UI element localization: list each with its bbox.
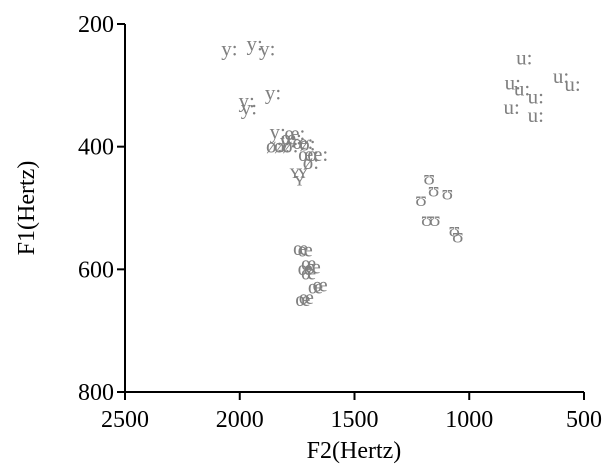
data-point: y: bbox=[265, 81, 281, 105]
data-point: œ: bbox=[281, 125, 302, 149]
data-point: ʊ bbox=[415, 187, 427, 211]
data-point: œ bbox=[299, 285, 314, 309]
data-point: y: bbox=[241, 95, 257, 119]
data-point: ʊ bbox=[421, 207, 433, 231]
x-tick-label: 2500 bbox=[101, 407, 149, 433]
x-tick-label: 2000 bbox=[216, 407, 264, 433]
y-axis-title: F1(Hertz) bbox=[14, 161, 40, 256]
data-point: œ: bbox=[284, 121, 305, 145]
data-point: y: bbox=[259, 37, 275, 61]
data-point: ø: bbox=[303, 150, 319, 174]
data-point: œ bbox=[293, 236, 308, 260]
x-axis-title: F2(Hertz) bbox=[307, 438, 402, 464]
data-point: ʊ bbox=[423, 165, 435, 189]
data-point: œ: bbox=[292, 130, 313, 154]
data-point: ʊ bbox=[442, 181, 454, 205]
data-point: œ bbox=[301, 260, 316, 284]
y-ticks: 200 400 600 800 bbox=[78, 12, 125, 406]
data-point: ø: bbox=[299, 132, 315, 156]
data-point: ʏ bbox=[298, 159, 309, 183]
data-point: œ: bbox=[307, 142, 328, 166]
data-point: u: bbox=[553, 64, 569, 88]
data-point: y: bbox=[280, 129, 296, 153]
data-point: œ bbox=[298, 256, 313, 280]
x-tick-label: 500 bbox=[566, 407, 602, 433]
data-point: y: bbox=[238, 89, 254, 113]
data-point: ʏ bbox=[294, 167, 305, 191]
data-point: œ bbox=[295, 287, 310, 311]
x-tick-label: 1500 bbox=[331, 407, 379, 433]
data-point: u: bbox=[528, 103, 544, 127]
y-tick-label: 800 bbox=[78, 380, 114, 406]
y-tick-label: 600 bbox=[78, 257, 114, 283]
data-point: ʊ bbox=[449, 217, 461, 241]
data-point: œ bbox=[298, 238, 313, 262]
y-tick-label: 200 bbox=[78, 12, 114, 38]
data-point: y: bbox=[246, 32, 262, 56]
x-tick-label: 1000 bbox=[445, 407, 493, 433]
data-point: ʊ bbox=[452, 224, 464, 248]
data-point: œ bbox=[306, 254, 321, 278]
data-point: ʊ bbox=[428, 178, 440, 202]
data-point: u: bbox=[504, 95, 520, 119]
data-point: œ bbox=[308, 275, 323, 299]
data-point: ø: bbox=[282, 133, 298, 157]
data-point: y: bbox=[269, 119, 285, 143]
data-point: u: bbox=[505, 70, 521, 94]
data-point: u: bbox=[528, 84, 544, 108]
data-point: ø: bbox=[274, 133, 290, 157]
data-point: y: bbox=[221, 37, 237, 61]
data-point: u: bbox=[516, 46, 532, 70]
data-points: y: y:y:y:y:y:y:œ:y:œ:œ:ø:ø:ø: ø:œ:œ:ø:ʏʏʏœ… bbox=[221, 32, 580, 311]
x-ticks: 2500 2000 1500 1000 500 bbox=[101, 392, 602, 433]
data-point: ʊ bbox=[429, 207, 441, 231]
data-point: œ: bbox=[298, 142, 319, 166]
data-point: ʏ bbox=[290, 159, 301, 183]
data-point: u: bbox=[514, 76, 530, 100]
data-point: œ bbox=[301, 251, 316, 275]
y-tick-label: 400 bbox=[78, 135, 114, 161]
data-point: ø: bbox=[266, 133, 282, 157]
data-point: œ bbox=[312, 273, 327, 297]
data-point: u: bbox=[564, 72, 580, 96]
